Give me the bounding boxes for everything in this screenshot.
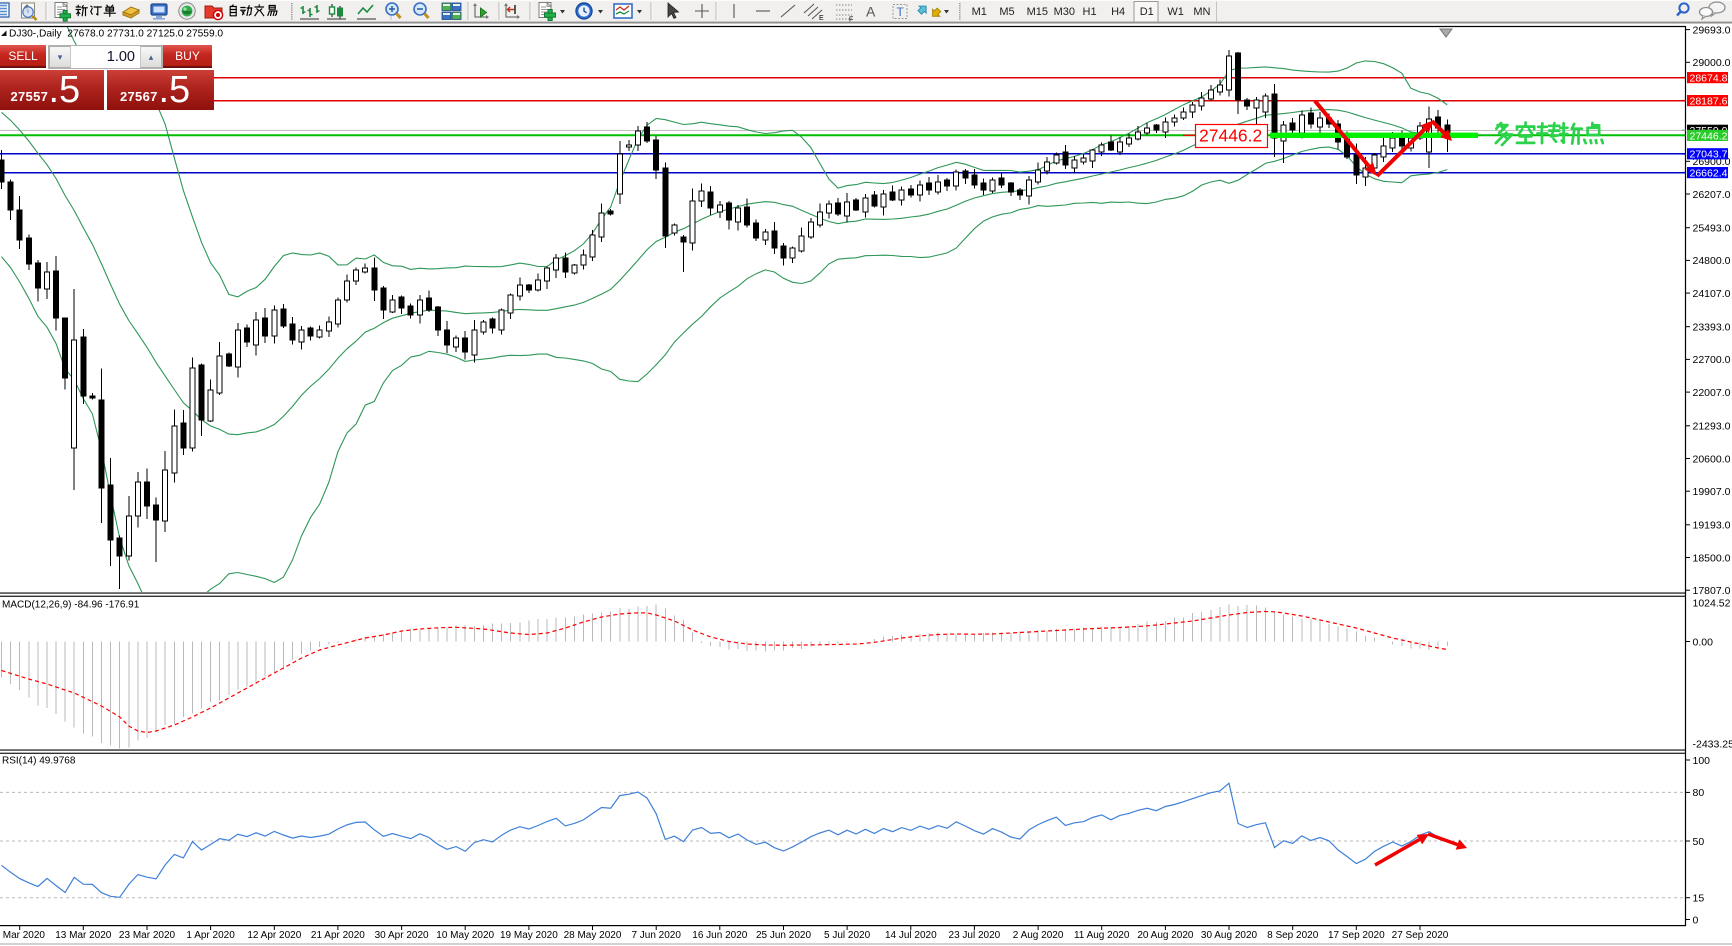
svg-text:M1: M1 [972, 6, 987, 18]
svg-text:16 Jun 2020: 16 Jun 2020 [692, 930, 747, 941]
svg-text:19907.0: 19907.0 [1693, 486, 1731, 498]
svg-text:MACD(12,26,9) -84.96 -176.91: MACD(12,26,9) -84.96 -176.91 [2, 600, 140, 611]
svg-text:0: 0 [1693, 914, 1699, 926]
svg-text:13 Mar 2020: 13 Mar 2020 [55, 930, 112, 941]
svg-text:20 Aug 2020: 20 Aug 2020 [1137, 930, 1194, 941]
svg-text:E: E [819, 15, 824, 22]
svg-text:8 Sep 2020: 8 Sep 2020 [1267, 930, 1319, 941]
svg-text:24800.0: 24800.0 [1693, 255, 1731, 267]
svg-text:29693.0: 29693.0 [1693, 24, 1731, 36]
svg-text:30 Apr 2020: 30 Apr 2020 [375, 930, 429, 941]
svg-text:D1: D1 [1140, 6, 1154, 18]
svg-text:100: 100 [1693, 755, 1711, 767]
svg-text:23 Mar 2020: 23 Mar 2020 [119, 930, 176, 941]
svg-text:19 May 2020: 19 May 2020 [500, 930, 558, 941]
svg-text:H4: H4 [1111, 6, 1125, 18]
svg-text:0.00: 0.00 [1693, 636, 1714, 648]
svg-text:M15: M15 [1027, 6, 1048, 18]
svg-text:23393.0: 23393.0 [1693, 322, 1731, 334]
svg-text:24107.0: 24107.0 [1693, 288, 1731, 300]
svg-text:50: 50 [1693, 836, 1705, 848]
svg-text:80: 80 [1693, 787, 1705, 799]
svg-text:23 Jul 2020: 23 Jul 2020 [949, 930, 1001, 941]
svg-text:27043.7: 27043.7 [1690, 149, 1728, 161]
svg-text:12 Apr 2020: 12 Apr 2020 [247, 930, 301, 941]
svg-text:28187.6: 28187.6 [1690, 96, 1728, 108]
svg-text:27 Sep 2020: 27 Sep 2020 [1392, 930, 1449, 941]
svg-text:2 Aug 2020: 2 Aug 2020 [1013, 930, 1064, 941]
svg-text:20600.0: 20600.0 [1693, 453, 1731, 465]
svg-text:F: F [849, 17, 853, 24]
svg-text:4 Mar 2020: 4 Mar 2020 [0, 930, 45, 941]
svg-text:21293.0: 21293.0 [1693, 421, 1731, 433]
svg-text:22007.0: 22007.0 [1693, 387, 1731, 399]
svg-text:26662.4: 26662.4 [1690, 168, 1728, 180]
svg-text:-2433.25: -2433.25 [1693, 739, 1732, 751]
svg-text:30 Aug 2020: 30 Aug 2020 [1201, 930, 1258, 941]
svg-text:14 Jul 2020: 14 Jul 2020 [885, 930, 937, 941]
svg-text:21 Apr 2020: 21 Apr 2020 [311, 930, 365, 941]
svg-text:MN: MN [1193, 6, 1210, 18]
svg-text:27446.2: 27446.2 [1199, 126, 1262, 146]
svg-text:10 May 2020: 10 May 2020 [436, 930, 494, 941]
svg-text:19193.0: 19193.0 [1693, 520, 1731, 532]
svg-text:18500.0: 18500.0 [1693, 552, 1731, 564]
svg-text:7 Jun 2020: 7 Jun 2020 [631, 930, 681, 941]
svg-text:W1: W1 [1167, 6, 1184, 18]
svg-text:25493.0: 25493.0 [1693, 223, 1731, 235]
svg-text:M5: M5 [999, 6, 1014, 18]
svg-text:A: A [866, 4, 876, 20]
svg-text:28 May 2020: 28 May 2020 [564, 930, 622, 941]
svg-text:T: T [897, 5, 905, 19]
svg-text:H1: H1 [1083, 6, 1097, 18]
svg-text:1024.52: 1024.52 [1693, 598, 1731, 610]
svg-text:27446.2: 27446.2 [1690, 130, 1728, 142]
svg-text:RSI(14) 49.9768: RSI(14) 49.9768 [2, 756, 76, 767]
svg-text:5 Jul 2020: 5 Jul 2020 [824, 930, 871, 941]
svg-text:DJ30-,Daily 27678.0 27731.0 2: DJ30-,Daily 27678.0 27731.0 27125.0 2755… [9, 29, 223, 40]
svg-text:M30: M30 [1054, 6, 1075, 18]
svg-text:11 Aug 2020: 11 Aug 2020 [1074, 930, 1130, 941]
svg-text:17807.0: 17807.0 [1693, 585, 1731, 597]
svg-text:22700.0: 22700.0 [1693, 354, 1731, 366]
svg-text:28674.8: 28674.8 [1690, 73, 1728, 85]
svg-text:1 Apr 2020: 1 Apr 2020 [186, 930, 235, 941]
svg-text:17 Sep 2020: 17 Sep 2020 [1328, 930, 1385, 941]
svg-text:25 Jun 2020: 25 Jun 2020 [756, 930, 811, 941]
svg-text:29000.0: 29000.0 [1693, 57, 1731, 69]
svg-text:15: 15 [1693, 893, 1705, 905]
svg-text:26207.0: 26207.0 [1693, 189, 1731, 201]
